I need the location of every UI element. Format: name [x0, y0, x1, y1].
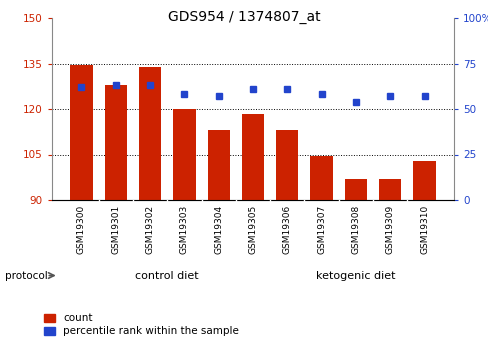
Text: GSM19306: GSM19306	[282, 205, 291, 254]
Bar	[104, 85, 126, 200]
Text: GSM19307: GSM19307	[317, 205, 325, 254]
Text: GSM19304: GSM19304	[214, 205, 223, 254]
Text: GSM19300: GSM19300	[77, 205, 86, 254]
Text: GSM19301: GSM19301	[111, 205, 120, 254]
Text: control diet: control diet	[135, 270, 199, 280]
Bar	[5, 344, 10, 345]
Text: ketogenic diet: ketogenic diet	[316, 270, 395, 280]
Text: GSM19305: GSM19305	[248, 205, 257, 254]
Text: protocol: protocol	[5, 270, 47, 280]
Text: GSM19309: GSM19309	[385, 205, 394, 254]
Bar	[139, 67, 161, 200]
Bar	[378, 179, 401, 200]
Bar	[310, 156, 332, 200]
Bar	[276, 130, 298, 200]
Text: GDS954 / 1374807_at: GDS954 / 1374807_at	[168, 10, 320, 24]
Text: GSM19310: GSM19310	[419, 205, 428, 254]
Bar	[207, 130, 229, 200]
Bar	[242, 114, 264, 200]
Bar	[173, 109, 195, 200]
Bar	[70, 65, 92, 200]
Bar	[0, 344, 5, 345]
Bar	[344, 179, 366, 200]
Text: GSM19302: GSM19302	[145, 205, 154, 254]
Text: GSM19303: GSM19303	[180, 205, 188, 254]
Text: GSM19308: GSM19308	[351, 205, 360, 254]
Legend: count, percentile rank within the sample: count, percentile rank within the sample	[44, 313, 239, 336]
Bar	[412, 160, 435, 200]
